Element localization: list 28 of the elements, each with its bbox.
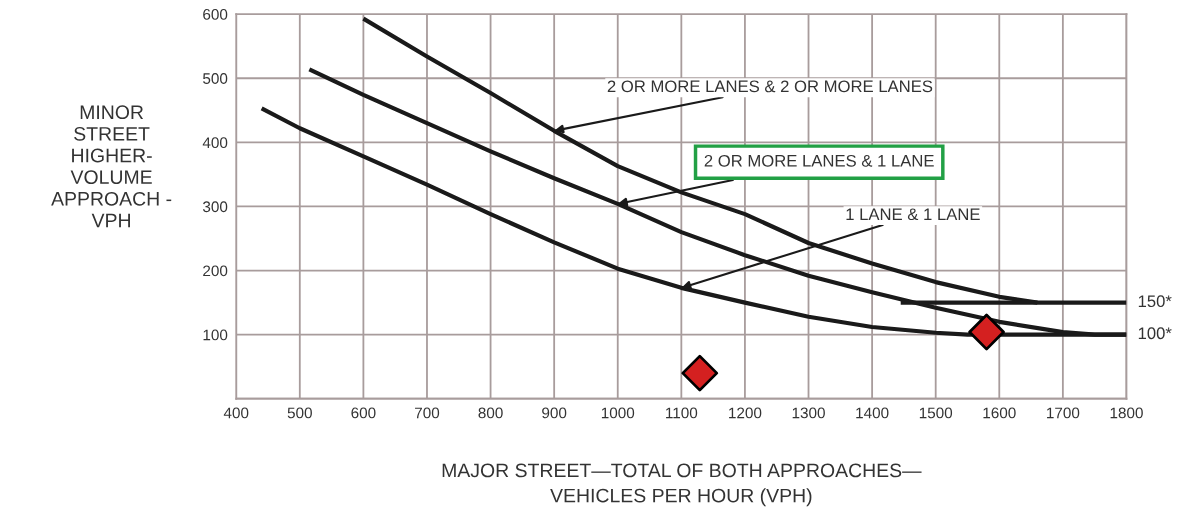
x-axis-title: MAJOR STREET—TOTAL OF BOTH APPROACHES— VEHICLES PER HOUR (VPH) — [442, 463, 922, 507]
x-tick-label: 1300 — [792, 407, 825, 419]
x-tick-label: 400 — [223, 407, 249, 419]
annotation: 2 OR MORE LANES & 2 OR MORE LANES — [607, 80, 933, 93]
y-tick-label: 500 — [203, 73, 228, 84]
y-tick-label: 400 — [202, 137, 228, 149]
x-tick-label: 800 — [478, 407, 503, 419]
x-tick-label: 700 — [415, 407, 440, 419]
x-tick-label: 1700 — [1047, 407, 1080, 419]
x-tick-label: 500 — [287, 407, 312, 419]
x-tick-label: 1800 — [1110, 407, 1143, 419]
x-tick-label: 600 — [351, 407, 376, 419]
annotation: 1 LANE & 1 LANE — [846, 208, 980, 221]
y-tick-label: 100 — [203, 329, 228, 341]
annotation: 150* — [1138, 295, 1172, 308]
y-tick-label: 300 — [202, 201, 228, 213]
x-tick-label: 1500 — [919, 407, 953, 419]
y-tick-label: 200 — [203, 265, 228, 277]
y-tick-label: 600 — [203, 9, 228, 20]
x-tick-label: 1200 — [729, 407, 762, 419]
x-tick-label: 1100 — [666, 407, 698, 419]
x-tick-label: 900 — [542, 407, 567, 419]
x-tick-label: 1400 — [856, 407, 889, 419]
x-tick-label: 1600 — [983, 407, 1016, 419]
y-axis-title: MINOR STREET HIGHER- VOLUME APPROACH - VPH — [51, 105, 172, 228]
annotation: 2 OR MORE LANES & 1 LANE — [704, 154, 934, 167]
annotation: 100* — [1138, 327, 1172, 340]
x-tick-label: 1000 — [601, 407, 635, 419]
